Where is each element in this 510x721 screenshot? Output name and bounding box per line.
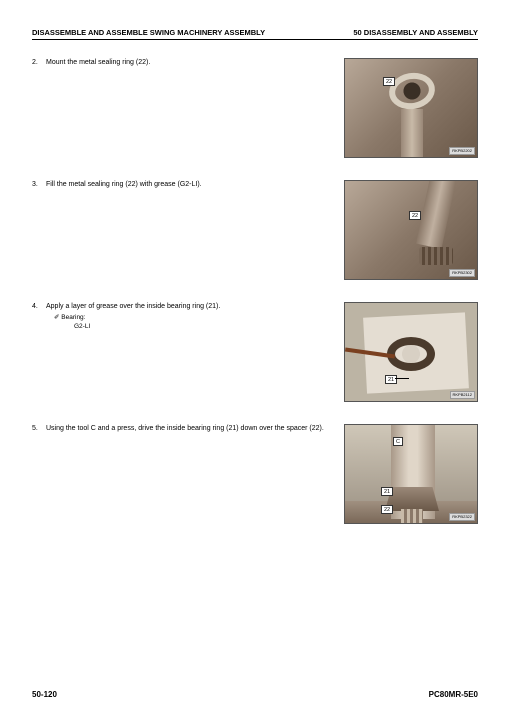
callout-22: 22 [383,77,395,86]
grease-icon: ✐ [54,314,59,321]
step-number: 2. [32,58,46,67]
header-left-title: DISASSEMBLE AND ASSEMBLE SWING MACHINERY… [32,28,265,37]
figure-ref: RKPB2202 [449,147,475,155]
callout-22: 22 [409,211,421,220]
figure-shaft [401,109,423,157]
step-figure: 22 RKPB2202 [344,58,478,158]
callout-22: 22 [381,505,393,514]
step-text: Fill the metal sealing ring (22) with gr… [46,180,344,189]
step-number: 3. [32,180,46,189]
note-label: Bearing: [61,314,85,321]
note-value: G2-LI [74,323,336,331]
step-figure: 22 RKPB2302 [344,180,478,280]
callout-21: 21 [385,375,397,384]
step-figure: C 21 22 RKPB2322 [344,424,478,524]
step-4: 4. Apply a layer of grease over the insi… [32,302,478,402]
page-footer: 50-120 PC80MR-5E0 [32,690,478,699]
step-figure: 21 RKPB2112 [344,302,478,402]
page-header: DISASSEMBLE AND ASSEMBLE SWING MACHINERY… [32,28,478,40]
footer-doc-id: PC80MR-5E0 [429,690,478,699]
step-number: 5. [32,424,46,433]
step-2: 2. Mount the metal sealing ring (22). 22… [32,58,478,158]
footer-page-number: 50-120 [32,690,57,699]
step-text: Mount the metal sealing ring (22). [46,58,344,67]
step-number: 4. [32,302,46,311]
callout-c: C [393,437,403,446]
figure-shaft [416,180,456,249]
header-right-title: 50 DISASSEMBLY AND ASSEMBLY [353,28,478,37]
step-text: Using the tool C and a press, drive the … [46,424,344,433]
figure-ref: RKPB2302 [449,269,475,277]
step-3: 3. Fill the metal sealing ring (22) with… [32,180,478,280]
figure-teeth [401,509,423,523]
callout-21: 21 [381,487,393,496]
figure-ref: RKPB2322 [449,513,475,521]
figure-ring [386,69,438,112]
bearing-note: ✐ Bearing: G2-LI [54,314,336,331]
pointer-line [395,378,409,379]
figure-ref: RKPB2112 [450,391,476,399]
step-main-text: Apply a layer of grease over the inside … [46,303,220,310]
figure-gear [419,247,453,265]
step-text: Apply a layer of grease over the inside … [46,302,344,331]
step-5: 5. Using the tool C and a press, drive t… [32,424,478,524]
